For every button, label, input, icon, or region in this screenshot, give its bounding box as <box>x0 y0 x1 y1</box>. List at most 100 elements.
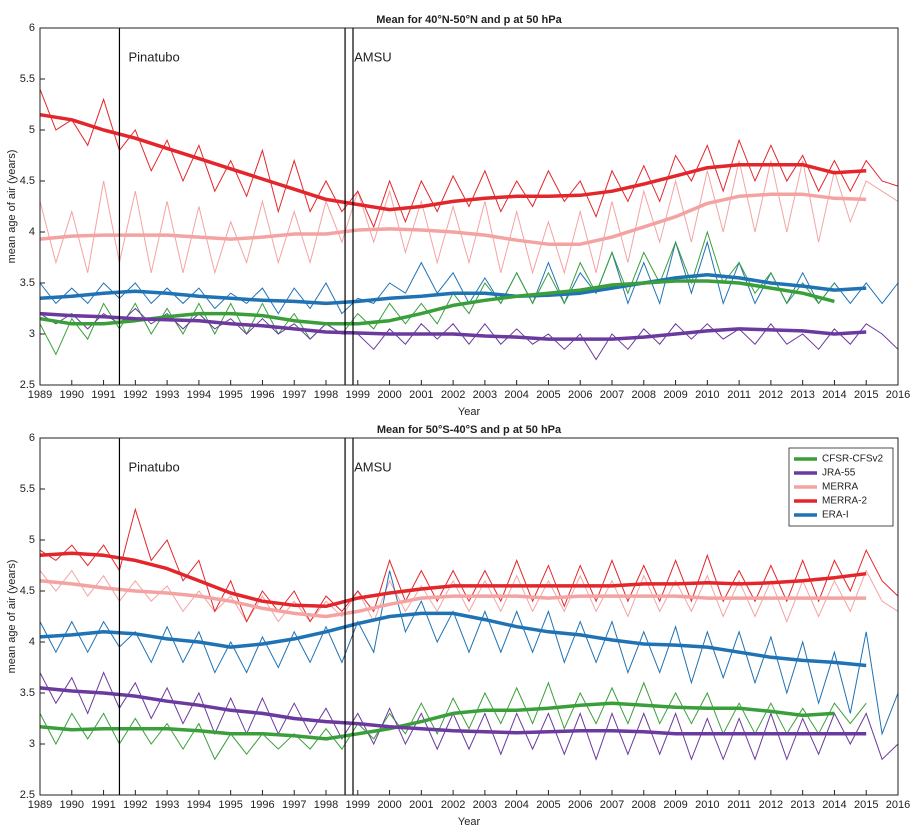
x-tick-label: 1996 <box>250 389 274 401</box>
axes-box <box>39 27 899 386</box>
chart: Mean for 50°S-40°S and p at 50 hPa Year me… <box>6 424 910 828</box>
x-tick-label: 2003 <box>473 799 497 811</box>
x-tick-label: 1998 <box>314 389 338 401</box>
raw-line <box>39 681 867 761</box>
x-tick-label: 2002 <box>441 799 465 811</box>
x-tick-label: 1993 <box>155 799 179 811</box>
x-tick-label: 2010 <box>695 799 719 811</box>
x-tick-label: 2014 <box>822 389 846 401</box>
smooth-line <box>39 551 867 609</box>
x-tick-label: 1998 <box>314 799 338 811</box>
x-tick-label: 2001 <box>409 799 433 811</box>
x-tick-label: 1991 <box>91 389 115 401</box>
axes-box <box>39 437 899 796</box>
x-axis-label: Year <box>458 406 481 418</box>
x-tick-label: 1999 <box>346 389 370 401</box>
x-tick-label: 2016 <box>886 389 910 401</box>
x-tick-label: 1992 <box>123 799 147 811</box>
smooth-line <box>39 273 867 306</box>
x-tick-label: 2012 <box>759 799 783 811</box>
x-tick-label: 2005 <box>536 389 560 401</box>
x-tick-label: 1989 <box>28 389 52 401</box>
raw-line <box>39 160 899 275</box>
legend-label: ERA-I <box>822 510 849 521</box>
y-tick-label: 3 <box>29 328 35 340</box>
legend-label: MERRA-2 <box>822 496 867 507</box>
x-tick-label: 1994 <box>187 799 211 811</box>
raw-line <box>39 569 899 623</box>
chart-title: Mean for 50°S-40°S and p at 50 hPa <box>377 424 562 436</box>
x-tick-label: 1993 <box>155 389 179 401</box>
legend-label: JRA-55 <box>822 468 856 479</box>
x-tick-label: 2003 <box>473 389 497 401</box>
legend-label: CFSR-CFSv2 <box>822 454 884 465</box>
y-tick-label: 4.5 <box>20 175 35 187</box>
y-tick-label: 3.5 <box>20 277 35 289</box>
y-axis-label: mean age of air (years) <box>6 150 18 264</box>
raw-line <box>39 307 899 361</box>
smooth-line <box>39 611 867 668</box>
raw-line <box>39 671 899 761</box>
x-tick-label: 1994 <box>187 389 211 401</box>
smooth-line <box>39 701 835 741</box>
y-tick-label: 4 <box>29 636 35 648</box>
y-tick-label: 5.5 <box>20 483 35 495</box>
y-tick-label: 5 <box>29 534 35 546</box>
y-tick-label: 6 <box>29 22 35 34</box>
event-label: Pinatubo <box>128 459 179 474</box>
x-tick-label: 1995 <box>218 389 242 401</box>
x-tick-label: 2009 <box>663 389 687 401</box>
y-tick-label: 6 <box>29 432 35 444</box>
x-tick-label: 1996 <box>250 799 274 811</box>
x-tick-label: 1990 <box>60 389 84 401</box>
x-tick-label: 2008 <box>632 389 656 401</box>
event-label: AMSU <box>354 459 392 474</box>
y-tick-label: 4.5 <box>20 585 35 597</box>
x-tick-label: 2000 <box>377 799 401 811</box>
x-tick-label: 1991 <box>91 799 115 811</box>
y-tick-label: 4 <box>29 226 35 238</box>
y-tick-label: 3.5 <box>20 687 35 699</box>
x-tick-label: 2015 <box>854 389 878 401</box>
x-tick-label: 2016 <box>886 799 910 811</box>
x-tick-label: 1999 <box>346 799 370 811</box>
legend: CFSR-CFSv2 JRA-55 MERRA MERRA-2 ERA-I <box>788 447 894 527</box>
smooth-line <box>39 112 867 212</box>
x-tick-label: 2011 <box>727 799 751 811</box>
legend-label: MERRA <box>822 482 858 493</box>
x-tick-label: 1995 <box>218 799 242 811</box>
x-tick-label: 2009 <box>663 799 687 811</box>
x-tick-label: 2013 <box>790 389 814 401</box>
x-tick-label: 2000 <box>377 389 401 401</box>
x-tick-label: 2007 <box>600 389 624 401</box>
y-tick-label: 5 <box>29 124 35 136</box>
y-tick-label: 3 <box>29 738 35 750</box>
x-tick-label: 2014 <box>822 799 846 811</box>
event-label: AMSU <box>354 49 392 64</box>
x-tick-label: 2012 <box>759 389 783 401</box>
y-tick-label: 2.5 <box>20 789 35 801</box>
event-label: Pinatubo <box>128 49 179 64</box>
x-tick-label: 2001 <box>409 389 433 401</box>
smooth-line <box>39 192 867 246</box>
chart-title: Mean for 40°N-50°N and p at 50 hPa <box>376 14 562 26</box>
smooth-line <box>39 686 867 736</box>
x-tick-label: 2013 <box>790 799 814 811</box>
x-tick-label: 2015 <box>854 799 878 811</box>
x-tick-label: 2004 <box>504 799 528 811</box>
x-tick-label: 1990 <box>60 799 84 811</box>
raw-line <box>39 89 899 229</box>
x-tick-label: 2006 <box>568 389 592 401</box>
raw-line <box>39 570 899 736</box>
x-tick-label: 2011 <box>727 389 751 401</box>
x-tick-label: 1997 <box>282 799 306 811</box>
x-axis-label: Year <box>458 816 481 828</box>
x-tick-label: 2008 <box>632 799 656 811</box>
raw-line <box>39 507 899 623</box>
chart: Mean for 40°N-50°N and p at 50 hPa Year me… <box>6 14 910 418</box>
x-tick-label: 1992 <box>123 389 147 401</box>
y-axis-label: mean age of air (years) <box>6 560 18 674</box>
y-tick-label: 5.5 <box>20 73 35 85</box>
x-tick-label: 2010 <box>695 389 719 401</box>
